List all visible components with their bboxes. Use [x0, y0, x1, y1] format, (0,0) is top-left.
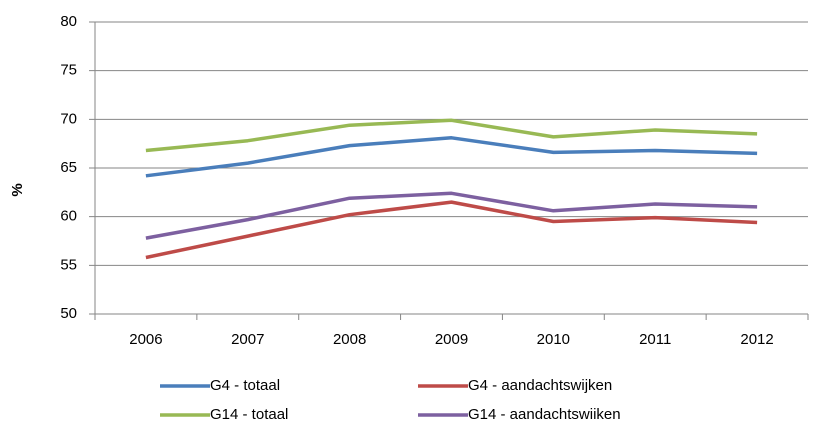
x-tick-label: 2012: [740, 331, 773, 348]
series-line: [145, 191, 758, 240]
series-line: [145, 118, 758, 153]
series-line: [145, 200, 758, 260]
x-tick-label: 2009: [435, 331, 468, 348]
legend-label: G14 - totaal: [210, 406, 288, 423]
legend-label: G4 - totaal: [210, 377, 280, 394]
y-tick-label: 55: [60, 256, 77, 273]
y-tick-label: 80: [60, 13, 77, 30]
x-tick-label: 2006: [129, 331, 162, 348]
x-tick-label: 2008: [333, 331, 366, 348]
series-line: [145, 136, 758, 178]
y-tick-label: 50: [60, 305, 77, 322]
y-tick-label: 75: [60, 62, 77, 79]
y-tick-label: 70: [60, 110, 77, 127]
x-tick-label: 2007: [231, 331, 264, 348]
x-tick-label: 2011: [639, 331, 671, 348]
y-tick-label: 65: [60, 159, 77, 176]
y-tick-label: 60: [60, 208, 77, 225]
legend-label: G14 - aandachtswiiken: [468, 406, 621, 423]
x-tick-label: 2010: [537, 331, 570, 348]
legend-label: G4 - aandachtswijken: [468, 377, 612, 394]
y-axis-label: %: [9, 183, 26, 196]
